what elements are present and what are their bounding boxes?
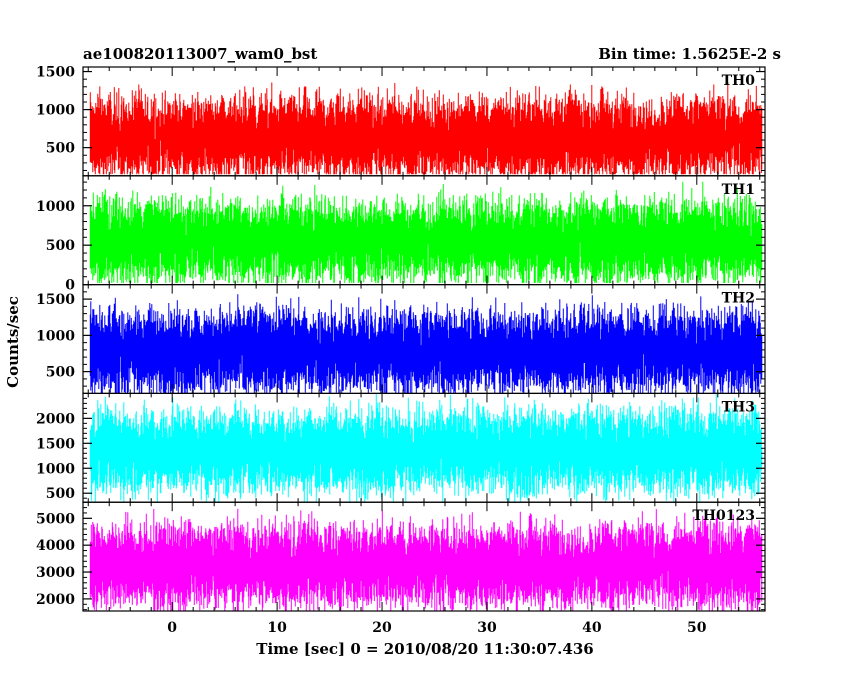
series-th3-curve — [89, 393, 763, 503]
y-tick-label: 500 — [46, 141, 75, 157]
panel-th1: 0 500 1000 TH1 — [36, 175, 766, 294]
panel-th0123: 2000 3000 4000 5000 TH0123 — [36, 501, 766, 612]
panel-name-label: TH2 — [722, 291, 755, 307]
y-tick-label: 1500 — [36, 292, 75, 308]
bin-time-label: Bin time: 1.5625E-2 s — [598, 45, 781, 63]
y-tick-label: 2000 — [36, 411, 75, 427]
y-tick-label: 1500 — [36, 65, 75, 81]
x-tick-label: 30 — [477, 620, 497, 636]
x-tick-label: 10 — [267, 620, 287, 636]
x-tick-label: 0 — [167, 620, 177, 636]
y-tick-label: 2000 — [36, 592, 75, 608]
y-tick-label: 500 — [46, 486, 75, 502]
panel-th2: 500 1000 1500 TH2 — [36, 284, 766, 395]
panel-th3: 500 1000 1500 2000 TH3 — [36, 392, 766, 503]
panel-name-label: TH0 — [722, 73, 756, 89]
chart-title: ae100820113007_wam0_bst — [83, 45, 317, 63]
panel-name-label: TH3 — [722, 399, 755, 415]
panel-th0: 500 1000 1500 TH0 — [36, 65, 766, 177]
series-th0123-curve — [89, 508, 763, 611]
y-tick-label: 1000 — [36, 328, 75, 344]
y-tick-label: 1500 — [36, 436, 75, 452]
y-tick-label: 5000 — [36, 511, 75, 527]
y-tick-label: 4000 — [36, 538, 75, 554]
x-axis-label: Time [sec] 0 = 2010/08/20 11:30:07.436 — [256, 640, 593, 658]
panel-name-label: TH0123 — [692, 508, 755, 524]
panel-name-label: TH1 — [722, 182, 755, 198]
x-tick-label: 50 — [687, 620, 707, 636]
y-tick-label: 0 — [65, 278, 75, 294]
x-tick-label: 20 — [372, 620, 392, 636]
y-tick-label: 3000 — [36, 565, 75, 581]
x-tick-label: 40 — [582, 620, 602, 636]
y-tick-label: 1000 — [36, 199, 75, 215]
y-tick-label: 1000 — [36, 103, 75, 119]
series-th1-curve — [89, 181, 763, 283]
y-tick-label: 500 — [46, 238, 75, 254]
y-tick-label: 500 — [46, 365, 75, 381]
y-tick-label: 1000 — [36, 461, 75, 477]
series-th2-curve — [89, 294, 763, 394]
y-axis-label: Counts/sec — [4, 296, 22, 388]
series-th0-curve — [89, 82, 763, 175]
